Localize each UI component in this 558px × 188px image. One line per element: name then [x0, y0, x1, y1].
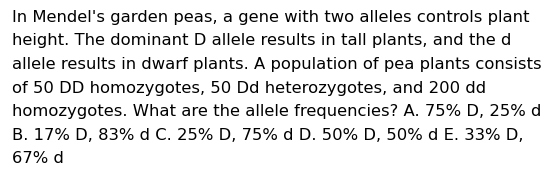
- Text: B. 17% D, 83% d C. 25% D, 75% d D. 50% D, 50% d E. 33% D,: B. 17% D, 83% d C. 25% D, 75% d D. 50% D…: [12, 127, 523, 143]
- Text: allele results in dwarf plants. A population of pea plants consists: allele results in dwarf plants. A popula…: [12, 57, 542, 72]
- Text: of 50 DD homozygotes, 50 Dd heterozygotes, and 200 dd: of 50 DD homozygotes, 50 Dd heterozygote…: [12, 80, 486, 96]
- Text: height. The dominant D allele results in tall plants, and the d: height. The dominant D allele results in…: [12, 33, 511, 49]
- Text: 67% d: 67% d: [12, 151, 64, 166]
- Text: In Mendel's garden peas, a gene with two alleles controls plant: In Mendel's garden peas, a gene with two…: [12, 10, 530, 25]
- Text: homozygotes. What are the allele frequencies? A. 75% D, 25% d: homozygotes. What are the allele frequen…: [12, 104, 541, 119]
